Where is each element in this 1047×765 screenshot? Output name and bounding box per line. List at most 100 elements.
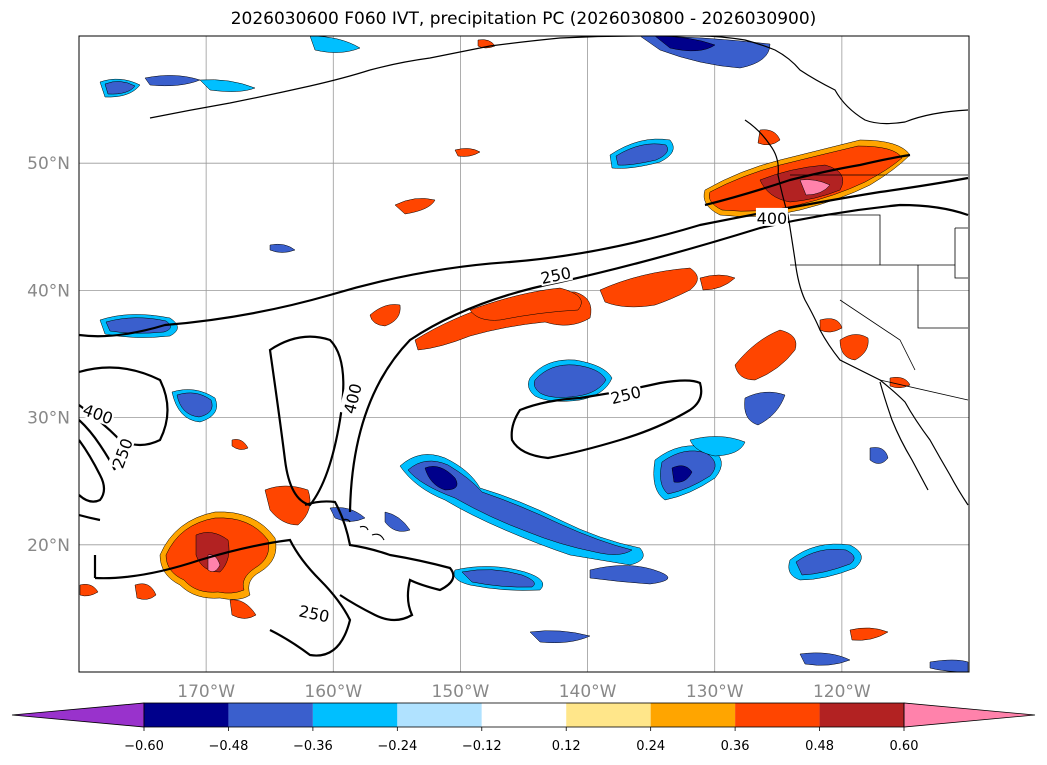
- lat-tick-label: 50°N: [27, 154, 70, 174]
- colorbar-frame: [143, 702, 905, 728]
- lon-tick-label: 140°W: [559, 682, 617, 702]
- colorbar-tick-label: −0.24: [377, 739, 417, 754]
- orange-blob: [699, 274, 736, 291]
- colorbar-tick-label: 0.36: [721, 739, 750, 754]
- colorbar-tick-labels: −0.60 −0.48 −0.36 −0.24 −0.12 0.12 0.24 0.36 0.4…: [124, 739, 918, 754]
- orange-blob: [599, 267, 698, 308]
- colorbar-extend-max: [903, 702, 1036, 728]
- baja-coast: [879, 381, 929, 491]
- coastlines: [149, 36, 969, 541]
- contour-label-bg: [80, 398, 117, 427]
- ivt-250-contour: [304, 500, 455, 622]
- blue-blob: [269, 243, 296, 253]
- blue-blob: [199, 79, 256, 92]
- contour-label-bg: [338, 380, 364, 416]
- blue-blob: [384, 511, 411, 532]
- colorbar-extend-min: [11, 702, 145, 728]
- blue-blob: [589, 565, 669, 585]
- lon-tick-label: 120°W: [813, 682, 871, 702]
- orange-blob: [889, 377, 911, 388]
- blue-blob: [671, 465, 693, 483]
- blue-blob: [309, 36, 361, 53]
- ivt-250-contour: [79, 513, 101, 578]
- orange-blob: [264, 485, 311, 526]
- blue-blob: [533, 364, 607, 398]
- map-frame: [78, 35, 970, 673]
- colorbar-segment: [397, 703, 482, 727]
- political-borders: [790, 174, 969, 401]
- orange-blob: [819, 318, 843, 333]
- colorbar-segment: [312, 703, 398, 727]
- blue-blob: [615, 143, 668, 166]
- colorbar-tick-label: 0.48: [805, 739, 834, 754]
- ivt-250-contour: [348, 203, 969, 513]
- blue-blob: [795, 549, 855, 576]
- lon-tick-label: 170°W: [177, 682, 235, 702]
- orange-blob: [207, 554, 221, 572]
- orange-blob: [229, 599, 257, 619]
- colorbar: [11, 702, 1036, 731]
- lon-tick-label: 160°W: [304, 682, 362, 702]
- contour-label-bg: [538, 262, 574, 287]
- orange-blob: [195, 532, 230, 573]
- lon-tick-label: 130°W: [686, 682, 744, 702]
- contour-label-bg: [107, 434, 136, 471]
- orange-blob: [734, 329, 797, 381]
- aleutian-islands: [149, 69, 371, 119]
- contour-label-bg: [755, 207, 788, 226]
- lon-tick-labels: 170°W 160°W 150°W 140°W 130°W 120°W: [177, 682, 871, 702]
- alaska-coast: [369, 36, 641, 71]
- blue-blob: [929, 659, 969, 672]
- ivt-250-contour: [94, 538, 352, 657]
- blue-blob: [407, 460, 633, 555]
- orange-blob: [134, 583, 157, 600]
- orange-blob: [757, 129, 781, 146]
- ivt-250-contour: [510, 379, 703, 460]
- orange-blob: [799, 179, 831, 196]
- orange-blob: [454, 148, 481, 157]
- colorbar-segment: [735, 703, 820, 727]
- lat-tick-labels: 50°N 40°N 30°N 20°N: [27, 154, 70, 556]
- colorbar-segment: [144, 703, 229, 727]
- orange-blob: [79, 584, 99, 597]
- contour-label: 400: [757, 209, 788, 228]
- blue-blob: [461, 569, 535, 588]
- orange-blob: [469, 287, 582, 321]
- contour-label-bg: [296, 600, 332, 625]
- colorbar-segment: [650, 703, 736, 727]
- colorbar-segment: [481, 703, 567, 727]
- ivt-400-contour: [268, 335, 345, 507]
- ivt-250-contour: [79, 176, 969, 338]
- north-america-coast: [699, 36, 969, 506]
- colorbar-tick-label: −0.36: [293, 739, 333, 754]
- orange-blob: [849, 627, 889, 641]
- orange-blob: [394, 198, 436, 215]
- orange-blob: [369, 304, 401, 327]
- lat-tick-label: 30°N: [27, 409, 70, 429]
- colorbar-segment: [228, 703, 313, 727]
- blue-blob: [654, 36, 716, 52]
- ivt-250-contour: [79, 366, 169, 503]
- colorbar-tick-label: 0.12: [552, 739, 581, 754]
- us-mexico-border: [879, 379, 969, 401]
- colorbar-tick-label: 0.24: [636, 739, 665, 754]
- blue-blob: [799, 652, 851, 666]
- colorbar-tick-label: 0.60: [890, 739, 919, 754]
- ivt-contours: [79, 153, 969, 657]
- colorbar-segment: [566, 703, 651, 727]
- blue-blob: [104, 81, 136, 95]
- orange-blob: [839, 334, 869, 361]
- ivt-400-contour: [704, 153, 911, 207]
- blue-blob: [529, 630, 591, 643]
- lat-tick-label: 20°N: [27, 536, 70, 556]
- chart-title: 2026030600 F060 IVT, precipitation PC (2…: [230, 9, 817, 29]
- blue-blob: [869, 447, 889, 464]
- lat-tick-label: 40°N: [27, 281, 70, 301]
- colorbar-tick-label: −0.12: [462, 739, 502, 754]
- blue-blob: [424, 466, 458, 491]
- colorbar-tick-label: −0.60: [124, 739, 164, 754]
- orange-blob: [231, 439, 249, 450]
- colorbar-tick-label: −0.48: [209, 739, 249, 754]
